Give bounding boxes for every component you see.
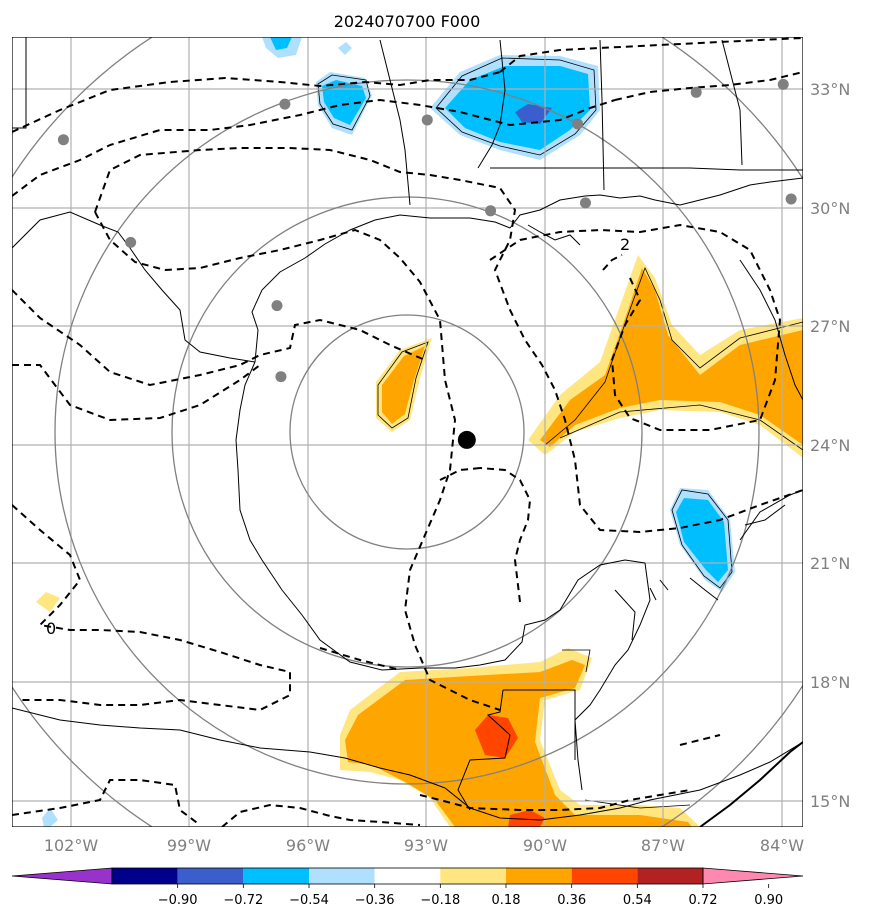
colorbar-segment — [309, 868, 375, 884]
colorbar-tick-label: −0.72 — [223, 893, 263, 908]
colorbar: −0.90 −0.72 −0.54 −0.36 −0.18 0.18 0.36 0.54 0.7… — [11, 867, 804, 908]
contour-label: 2 — [620, 235, 630, 254]
range-rings — [12, 37, 803, 827]
colorbar-segment — [571, 868, 638, 884]
map-title: 2024070700 F000 — [334, 12, 481, 31]
lat-label: 18°N — [810, 673, 850, 692]
positive-anomaly-fill — [36, 255, 803, 827]
colorbar-tick-label: 0.54 — [623, 893, 652, 908]
colorbar-segment — [112, 868, 178, 884]
shading-contour-lines — [317, 57, 803, 809]
lon-label: 93°W — [404, 836, 448, 855]
colorbar-tick-label: −0.54 — [289, 893, 329, 908]
colorbar-segment — [637, 868, 703, 884]
lat-label: 33°N — [810, 80, 850, 99]
station-marker — [777, 78, 789, 90]
colorbar-extend-high — [702, 867, 804, 885]
colorbar-tick-label: 0.72 — [689, 893, 718, 908]
station-marker — [271, 300, 283, 312]
station-marker — [57, 134, 69, 146]
graticule — [12, 37, 803, 827]
lon-label: 87°W — [641, 836, 685, 855]
lon-label: 90°W — [523, 836, 567, 855]
colorbar-tick-label: 0.36 — [557, 893, 586, 908]
station-marker — [485, 205, 497, 217]
lon-label: 84°W — [760, 836, 804, 855]
lon-label: 96°W — [286, 836, 330, 855]
colorbar-tick-label: −0.90 — [158, 893, 198, 908]
storm-center-marker — [457, 430, 476, 449]
lat-label: 15°N — [810, 792, 850, 811]
lat-label: 30°N — [810, 199, 850, 218]
lat-label: 27°N — [810, 317, 850, 336]
station-marker — [275, 371, 287, 383]
station-marker — [579, 197, 591, 209]
colorbar-segment — [374, 868, 441, 884]
station-marker — [690, 86, 702, 98]
colorbar-segment — [177, 868, 244, 884]
colorbar-tick-label: −0.36 — [355, 893, 395, 908]
colorbar-segment — [506, 868, 572, 884]
station-marker — [125, 236, 137, 248]
thick-border-line — [699, 741, 803, 827]
station-marker — [785, 193, 797, 205]
colorbar-tick-label: −0.18 — [420, 893, 460, 908]
lon-label: 102°W — [44, 836, 99, 855]
station-marker — [279, 98, 291, 110]
colorbar-tick-label: 0.18 — [492, 893, 521, 908]
longitude-labels: 102°W 99°W 96°W 93°W 90°W 87°W 84°W — [44, 836, 804, 855]
station-markers — [57, 78, 797, 383]
negative-anomaly-fill — [42, 37, 735, 827]
coastlines-borders — [12, 37, 803, 821]
lon-label: 99°W — [167, 836, 211, 855]
contour-label: 0 — [46, 619, 56, 638]
dashed-contours — [12, 37, 803, 827]
station-marker — [421, 114, 433, 126]
latitude-labels: 33°N 30°N 27°N 24°N 21°N 18°N 15°N — [810, 80, 850, 811]
colorbar-segment — [243, 868, 309, 884]
map-area: 2 0 — [12, 37, 803, 827]
station-marker — [572, 118, 584, 130]
lat-label: 21°N — [810, 554, 850, 573]
colorbar-frame — [111, 867, 704, 885]
colorbar-segment — [440, 868, 506, 884]
lat-label: 24°N — [810, 436, 850, 455]
colorbar-tick-label: 0.90 — [754, 893, 783, 908]
colorbar-extend-low — [11, 867, 113, 885]
